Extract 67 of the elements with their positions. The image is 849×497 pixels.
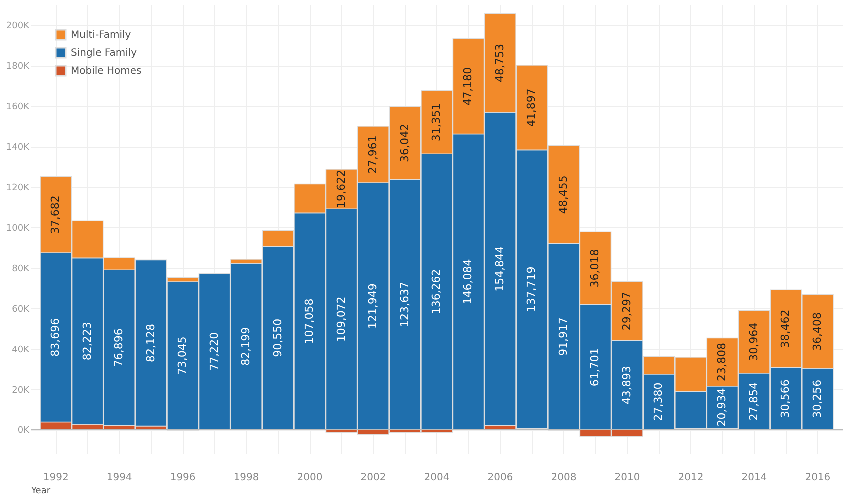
y-tick-label: 20K [12, 386, 31, 396]
data-label: 77,220 [208, 332, 221, 371]
y-tick-label: 200K [6, 22, 31, 32]
data-label: 90,550 [271, 318, 284, 358]
data-label: 48,753 [493, 44, 506, 82]
data-label: 82,128 [144, 324, 158, 362]
x-tick-label: 1992 [43, 472, 69, 484]
y-tick-label: 160K [6, 102, 31, 113]
legend-label: Mobile Homes [71, 66, 142, 77]
y-tick-label: 60K [12, 304, 31, 315]
data-label: 38,462 [779, 310, 792, 348]
data-label: 36,408 [810, 312, 824, 351]
data-label: 41,897 [525, 88, 538, 128]
x-tick-label: 2012 [678, 472, 704, 484]
x-axis-title: Year [30, 486, 51, 496]
x-tick-label: 1996 [170, 472, 196, 484]
legend-label: Multi-Family [71, 30, 132, 41]
data-label: 82,199 [240, 327, 253, 366]
data-label: 30,964 [747, 322, 760, 362]
y-tick-label: 80K [12, 264, 31, 274]
x-tick-label: 2000 [297, 472, 323, 484]
x-tick-label: 2006 [488, 472, 514, 484]
x-tick-label: 2008 [551, 472, 577, 484]
data-label: 23,808 [716, 343, 729, 382]
data-label: 137,719 [525, 266, 538, 312]
data-label: 27,380 [652, 382, 666, 422]
data-label: 31,351 [430, 103, 443, 142]
data-label: 136,262 [430, 269, 443, 315]
data-label: 73,045 [176, 336, 190, 376]
x-tick-label: 1994 [106, 472, 132, 484]
y-tick-label: 40K [12, 345, 31, 356]
y-tick-label: 180K [6, 62, 31, 72]
x-tick-label: 2016 [805, 472, 831, 484]
data-label: 29,297 [620, 292, 634, 331]
data-label: 76,896 [112, 328, 126, 368]
data-label: 19,622 [334, 170, 348, 209]
data-label: 30,566 [779, 380, 792, 418]
data-label: 154,844 [493, 246, 506, 292]
data-label: 61,701 [588, 348, 602, 387]
data-label: 83,696 [49, 318, 62, 357]
data-label: 146,084 [462, 259, 475, 305]
data-label: 43,893 [620, 366, 634, 405]
y-tick-label: 100K [6, 224, 31, 234]
data-label: 91,917 [556, 318, 570, 356]
data-label: 48,455 [556, 176, 570, 214]
data-label: 121,949 [366, 284, 380, 330]
data-label: 82,223 [80, 322, 94, 361]
data-label: 27,961 [366, 136, 380, 174]
data-label: 27,854 [747, 382, 760, 421]
data-label: 107,058 [303, 298, 316, 344]
data-label: 47,180 [462, 67, 475, 106]
y-tick-label: 120K [6, 184, 31, 194]
x-tick-label: 1998 [234, 472, 260, 484]
y-tick-label: 0K [18, 426, 31, 436]
data-label: 30,256 [810, 380, 824, 418]
data-label: 36,042 [398, 124, 412, 162]
y-tick-label: 140K [6, 143, 31, 154]
data-label: 20,934 [716, 388, 729, 427]
x-tick-label: 2010 [614, 472, 640, 484]
x-tick-label: 2004 [424, 472, 450, 484]
data-label: 109,072 [334, 296, 348, 342]
data-label: 37,682 [49, 196, 62, 234]
data-label: 36,018 [588, 249, 602, 288]
x-tick-label: 2002 [360, 472, 386, 484]
legend-label: Single Family [71, 48, 138, 59]
x-tick-label: 2014 [742, 472, 768, 484]
data-label: 123,637 [398, 282, 412, 328]
